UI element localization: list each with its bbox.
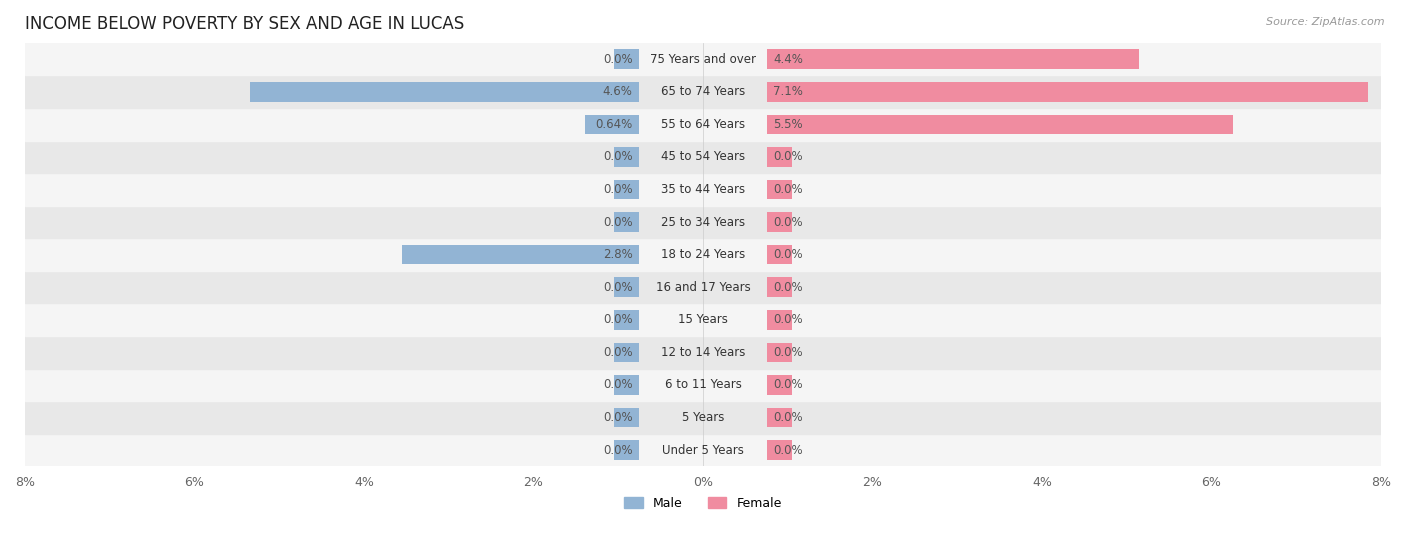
Text: INCOME BELOW POVERTY BY SEX AND AGE IN LUCAS: INCOME BELOW POVERTY BY SEX AND AGE IN L… (25, 15, 464, 33)
Bar (614, 310, 640, 330)
Text: 0.0%: 0.0% (773, 281, 803, 293)
Text: 55 to 64 Years: 55 to 64 Years (661, 118, 745, 131)
Text: 18 to 24 Years: 18 to 24 Years (661, 248, 745, 261)
Bar (25, 401, 1381, 434)
Bar (250, 82, 640, 102)
Text: 35 to 44 Years: 35 to 44 Years (661, 183, 745, 196)
Text: 6 to 11 Years: 6 to 11 Years (665, 378, 741, 391)
Text: 65 to 74 Years: 65 to 74 Years (661, 86, 745, 98)
Bar (614, 212, 640, 232)
Bar (25, 75, 1381, 108)
Bar (25, 336, 1381, 368)
Bar (766, 82, 1368, 102)
Bar (766, 179, 792, 199)
Bar (25, 434, 1381, 466)
Text: 0.0%: 0.0% (603, 53, 633, 65)
Text: 0.0%: 0.0% (773, 183, 803, 196)
Text: 25 to 34 Years: 25 to 34 Years (661, 216, 745, 229)
Text: 75 Years and over: 75 Years and over (650, 53, 756, 65)
Text: 0.0%: 0.0% (603, 150, 633, 163)
Bar (402, 245, 640, 264)
Bar (25, 304, 1381, 336)
Bar (25, 238, 1381, 271)
Text: 0.0%: 0.0% (773, 216, 803, 229)
Text: 5 Years: 5 Years (682, 411, 724, 424)
Text: 4.6%: 4.6% (603, 86, 633, 98)
Bar (766, 408, 792, 427)
Bar (25, 368, 1381, 401)
Bar (614, 343, 640, 362)
Text: 0.0%: 0.0% (603, 313, 633, 326)
Text: 12 to 14 Years: 12 to 14 Years (661, 346, 745, 359)
Text: Source: ZipAtlas.com: Source: ZipAtlas.com (1267, 17, 1385, 27)
Bar (614, 147, 640, 167)
Bar (614, 375, 640, 395)
Text: 15 Years: 15 Years (678, 313, 728, 326)
Text: 0.0%: 0.0% (603, 346, 633, 359)
Bar (25, 173, 1381, 206)
Bar (766, 440, 792, 460)
Bar (614, 408, 640, 427)
Legend: Male, Female: Male, Female (619, 492, 787, 515)
Text: 0.0%: 0.0% (773, 378, 803, 391)
Bar (585, 115, 640, 134)
Bar (766, 147, 792, 167)
Text: 45 to 54 Years: 45 to 54 Years (661, 150, 745, 163)
Bar (614, 440, 640, 460)
Text: 0.0%: 0.0% (773, 443, 803, 457)
Bar (614, 179, 640, 199)
Text: 0.0%: 0.0% (603, 216, 633, 229)
Text: 0.0%: 0.0% (773, 411, 803, 424)
Text: 0.0%: 0.0% (603, 378, 633, 391)
Bar (766, 310, 792, 330)
Bar (766, 212, 792, 232)
Text: 16 and 17 Years: 16 and 17 Years (655, 281, 751, 293)
Text: 7.1%: 7.1% (773, 86, 803, 98)
Text: 0.0%: 0.0% (603, 281, 633, 293)
Text: 0.0%: 0.0% (773, 313, 803, 326)
Bar (766, 343, 792, 362)
Text: 4.4%: 4.4% (773, 53, 803, 65)
Text: 0.64%: 0.64% (595, 118, 633, 131)
Bar (25, 108, 1381, 141)
Bar (25, 141, 1381, 173)
Text: 2.8%: 2.8% (603, 248, 633, 261)
Bar (766, 375, 792, 395)
Text: 0.0%: 0.0% (603, 443, 633, 457)
Bar (614, 49, 640, 69)
Bar (25, 43, 1381, 75)
Text: 0.0%: 0.0% (603, 183, 633, 196)
Text: 0.0%: 0.0% (773, 346, 803, 359)
Bar (766, 245, 792, 264)
Text: 0.0%: 0.0% (603, 411, 633, 424)
Text: Under 5 Years: Under 5 Years (662, 443, 744, 457)
Bar (614, 277, 640, 297)
Bar (766, 115, 1233, 134)
Bar (25, 206, 1381, 238)
Bar (766, 277, 792, 297)
Text: 0.0%: 0.0% (773, 248, 803, 261)
Bar (766, 49, 1139, 69)
Bar (25, 271, 1381, 304)
Text: 5.5%: 5.5% (773, 118, 803, 131)
Text: 0.0%: 0.0% (773, 150, 803, 163)
